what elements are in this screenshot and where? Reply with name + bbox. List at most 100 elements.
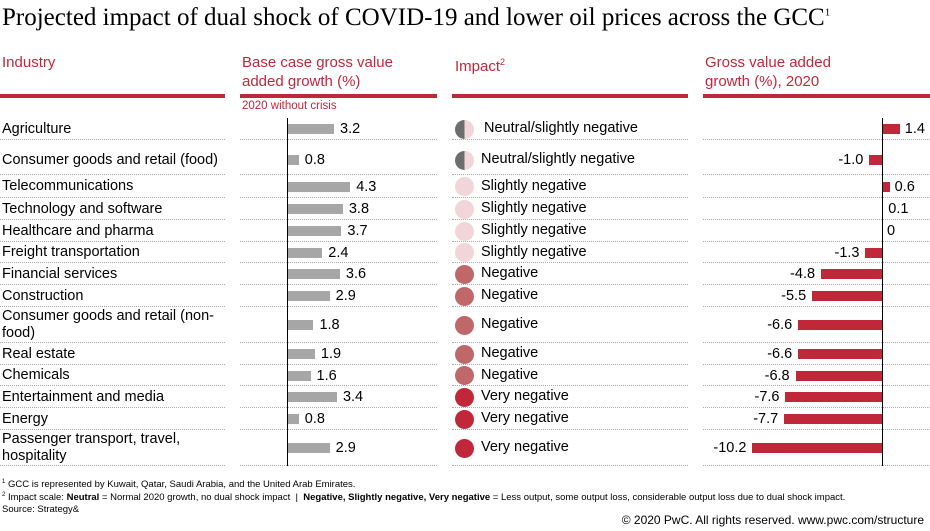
row-divider — [240, 364, 437, 365]
row-divider — [240, 385, 437, 386]
base-growth-bar — [287, 320, 314, 330]
row-divider — [452, 342, 688, 343]
chart-title: Projected impact of dual shock of COVID-… — [2, 4, 831, 31]
impact-neg-icon — [455, 264, 474, 284]
header-rule — [452, 94, 688, 98]
header-rule — [703, 94, 930, 98]
row-divider — [703, 284, 930, 285]
row-divider — [452, 407, 688, 408]
impact-label: Slightly negative — [481, 200, 587, 216]
row-divider — [0, 284, 225, 285]
gva-growth-bar — [798, 320, 882, 330]
gva-growth-bar — [869, 155, 882, 165]
row-divider — [240, 241, 437, 242]
impact-slight-icon — [455, 199, 474, 219]
row-divider — [0, 241, 225, 242]
base-growth-label: 1.9 — [320, 346, 342, 362]
row-divider — [452, 385, 688, 386]
industry-label: Consumer goods and retail (food) — [2, 151, 219, 168]
base-growth-label: 1.8 — [319, 317, 340, 333]
gva-growth-label: -4.8 — [790, 266, 816, 282]
row-divider — [240, 262, 437, 263]
impact-neg-icon — [455, 315, 474, 335]
base-growth-bar — [287, 392, 337, 402]
row-divider — [0, 385, 225, 386]
gva-growth-label: -7.7 — [753, 411, 779, 427]
row-divider — [240, 284, 437, 285]
row-divider — [240, 174, 437, 175]
row-divider — [703, 197, 930, 198]
table-row: Passenger transport, travel, hospitality… — [0, 430, 930, 466]
base-growth-label: 3.8 — [348, 201, 370, 217]
gva-growth-bar — [752, 443, 882, 453]
impact-very-icon — [455, 409, 474, 429]
gva-growth-label: 1.4 — [904, 121, 925, 137]
gva-growth-label: -1.0 — [838, 152, 864, 168]
gva-growth-label: 0.1 — [888, 201, 909, 217]
gva-growth-bar — [882, 124, 900, 134]
impact-label: Negative — [481, 287, 539, 303]
row-divider — [703, 429, 930, 430]
impact-neg-icon — [455, 286, 474, 306]
base-growth-label: 3.6 — [345, 266, 367, 282]
base-axis — [287, 118, 288, 466]
industry-label: Entertainment and media — [2, 388, 165, 405]
row-divider — [452, 465, 688, 466]
base-growth-label: 4.3 — [356, 178, 377, 195]
base-growth-bar — [287, 124, 335, 134]
impact-very-icon — [455, 438, 474, 458]
impact-slight-icon — [455, 221, 474, 241]
base-growth-bar — [287, 291, 330, 301]
row-divider — [452, 241, 688, 242]
impact-label: Neutral/slightly negative — [481, 151, 635, 167]
gva-growth-bar — [785, 392, 882, 402]
row-divider — [240, 429, 437, 430]
base-growth-bar — [287, 269, 340, 279]
table-row: Energy 0.8 Very negative -7.7 — [0, 408, 930, 430]
base-growth-bar — [287, 414, 299, 424]
row-divider — [703, 407, 930, 408]
impact-label: Negative — [481, 366, 539, 383]
impact-label: Slightly negative — [481, 243, 587, 260]
row-divider — [703, 262, 930, 263]
industry-label: Freight transportation — [2, 244, 140, 260]
gva-growth-bar — [798, 349, 882, 359]
gva-growth-bar — [882, 181, 890, 192]
row-divider — [452, 197, 688, 198]
row-divider — [0, 139, 225, 140]
copyright: © 2020 PwC. All rights reserved. www.pwc… — [621, 513, 924, 527]
impact-slight-icon — [455, 243, 474, 262]
row-divider — [0, 407, 225, 408]
row-divider — [703, 465, 930, 466]
base-growth-bar — [287, 247, 323, 258]
row-divider — [703, 219, 930, 220]
header-rule — [0, 94, 225, 98]
footnote-1: 1 GCC is represented by Kuwait, Qatar, S… — [2, 479, 356, 491]
table-row: Freight transportation 2.4 Slightly nega… — [0, 242, 930, 263]
base-growth-label: 0.8 — [304, 411, 325, 427]
base-growth-bar — [287, 181, 351, 192]
gva-growth-label: -1.3 — [834, 244, 860, 261]
gva-growth-bar — [795, 370, 882, 381]
header-impact: Impact2 — [455, 57, 506, 75]
industry-label: Consumer goods and retail (non-food) — [2, 308, 214, 341]
table-row: Healthcare and pharma 3.7 Slightly negat… — [0, 220, 930, 242]
row-divider — [703, 342, 930, 343]
row-divider — [0, 342, 225, 343]
gva-growth-label: -10.2 — [713, 440, 747, 456]
gva-growth-label: 0 — [887, 223, 896, 239]
industry-label: Healthcare and pharma — [2, 222, 154, 239]
row-divider — [703, 385, 930, 386]
row-divider — [0, 174, 225, 175]
industry-label: Financial services — [2, 265, 118, 282]
industry-label: Chemicals — [2, 367, 70, 383]
base-growth-bar — [287, 370, 311, 381]
row-divider — [703, 306, 930, 307]
row-divider — [240, 197, 437, 198]
table-row: Technology and software 3.8 Slightly neg… — [0, 198, 930, 220]
industry-label: Real estate — [2, 345, 76, 362]
base-growth-bar — [287, 226, 342, 236]
gva-growth-label: 0.6 — [894, 178, 915, 195]
impact-very-icon — [455, 387, 474, 407]
row-divider — [0, 465, 225, 466]
